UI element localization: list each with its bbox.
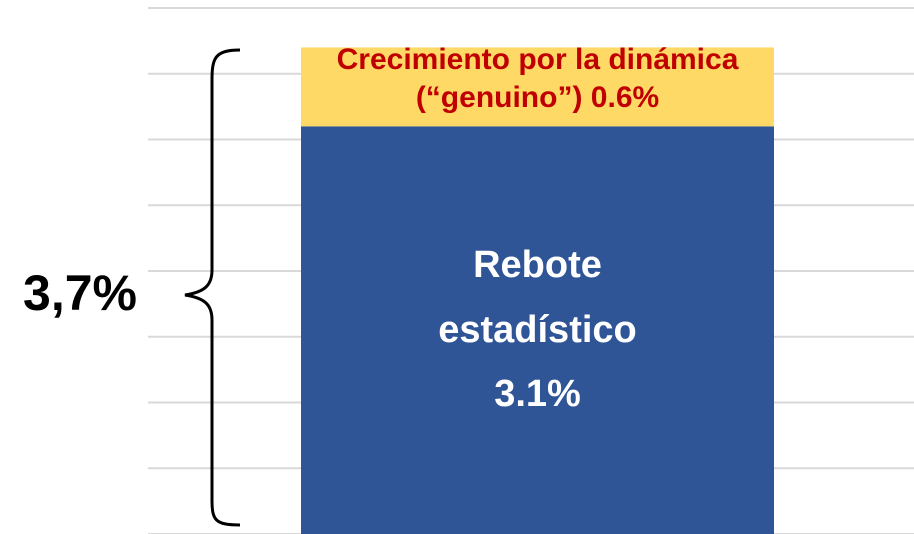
series-name: Crecimiento por la dinámica (“genuino”) xyxy=(336,43,739,114)
brace xyxy=(184,48,241,527)
segment-label: Rebote estadístico 3.1% xyxy=(301,233,774,427)
value-label: 3.1% xyxy=(494,373,581,416)
bar-segment xyxy=(301,126,774,534)
total-label: 3,7% xyxy=(23,265,137,321)
series-name: Rebote estadístico xyxy=(438,244,637,351)
value-label: 0.6% xyxy=(590,80,660,114)
segment-label: Crecimiento por la dinámica (“genuino”) … xyxy=(301,41,774,116)
bar-segment xyxy=(301,47,774,127)
